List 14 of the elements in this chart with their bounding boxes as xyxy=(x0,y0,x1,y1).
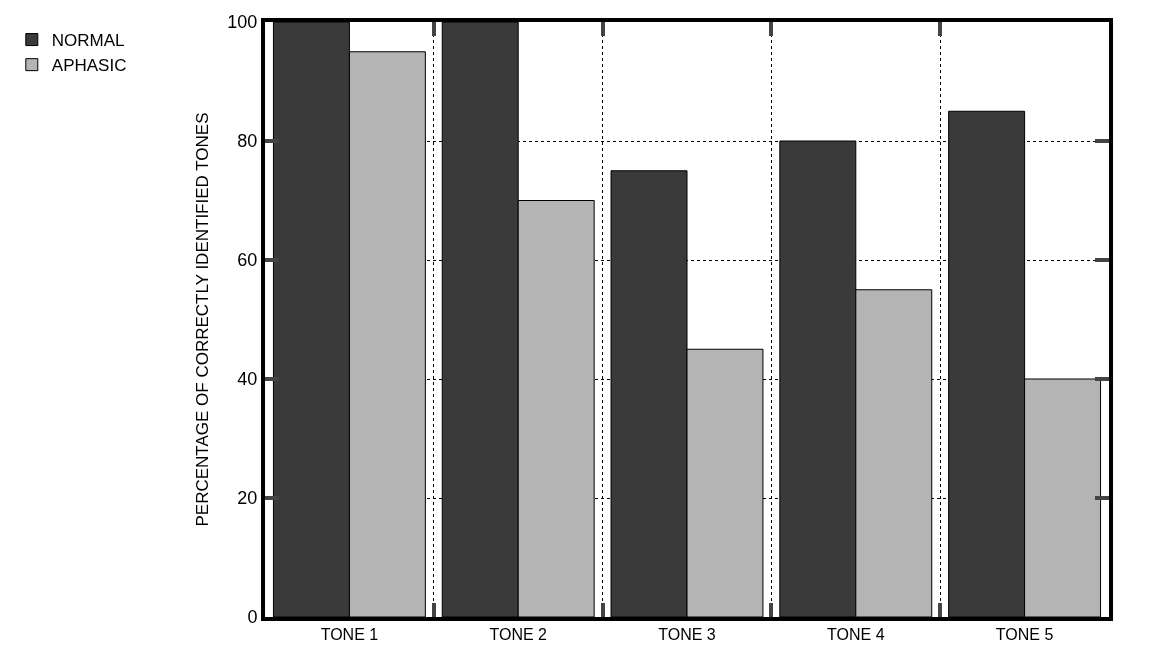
x-tick-label: TONE 1 xyxy=(320,626,379,644)
y-tick-label: 40 xyxy=(237,369,258,390)
y-tick-label: 0 xyxy=(247,607,258,628)
y-tick-label: 100 xyxy=(227,12,258,33)
legend-label: APHASIC xyxy=(51,56,127,76)
y-tick-label: 60 xyxy=(237,250,258,271)
y-axis-title: PERCENTAGE OF CORRECTLY IDENTIFIED TONES xyxy=(193,112,213,527)
y-tick-label: 20 xyxy=(237,488,258,509)
x-tick-label: TONE 5 xyxy=(995,626,1054,644)
x-tick-label: TONE 3 xyxy=(658,626,716,644)
x-tick-label: TONE 2 xyxy=(489,626,548,644)
y-tick-label: 80 xyxy=(237,131,258,152)
x-tick-label: TONE 4 xyxy=(827,626,885,644)
legend-label: NORMAL xyxy=(51,31,125,51)
